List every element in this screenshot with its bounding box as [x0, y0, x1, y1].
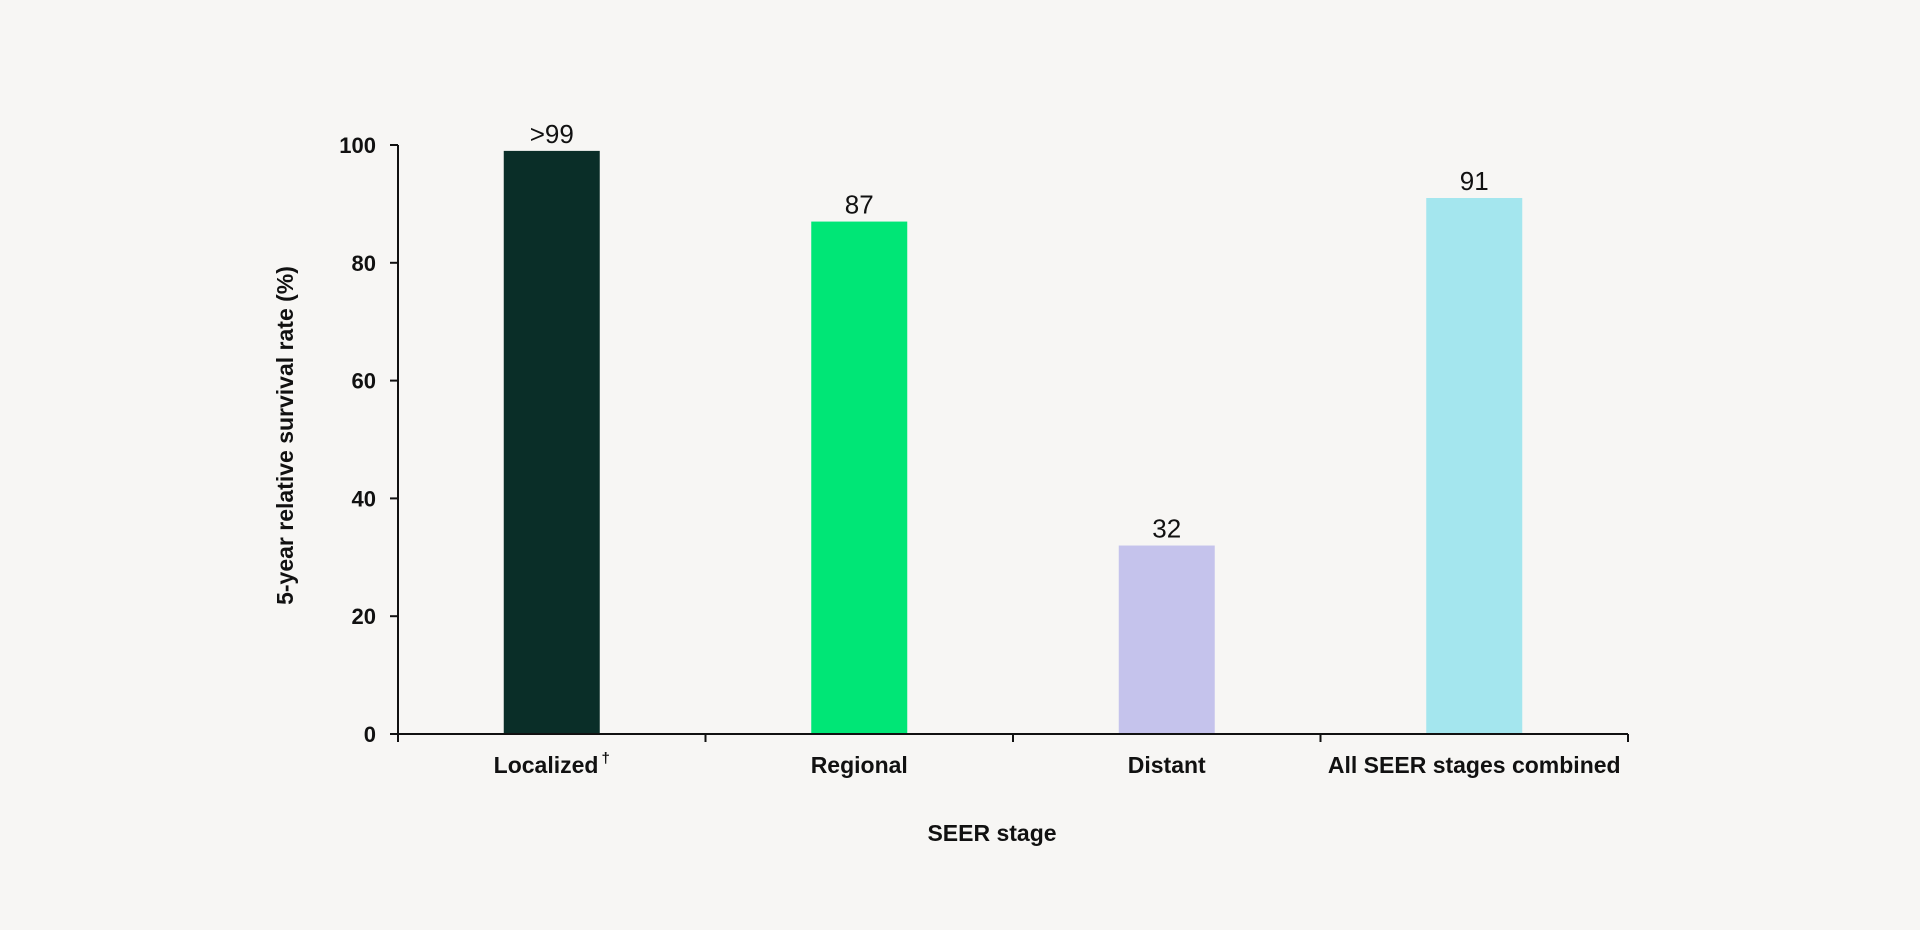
- x-tick-label: All SEER stages combined: [1328, 752, 1621, 778]
- y-tick-label: 60: [352, 369, 376, 394]
- x-tick-label: Localized †: [494, 750, 610, 778]
- data-label: 87: [845, 190, 874, 220]
- data-label: >99: [530, 119, 574, 149]
- x-axis-title: SEER stage: [927, 820, 1056, 846]
- x-tick-label: Distant: [1128, 752, 1206, 778]
- y-tick-label: 0: [364, 722, 376, 747]
- bars-layer: [503, 150, 1523, 734]
- bar: [1426, 198, 1523, 734]
- labels-layer: 0 20 40 60 80 100 >99 Localized † 87 Regional 32 Dis…: [339, 119, 1620, 778]
- bar: [1118, 545, 1215, 734]
- y-axis-title: 5-year relative survival rate (%): [272, 266, 298, 605]
- bar: [811, 221, 908, 734]
- x-tick-label: Regional: [811, 752, 908, 778]
- footnote-marker: †: [601, 750, 609, 767]
- ticks-layer: [390, 144, 1629, 742]
- y-tick-label: 40: [352, 486, 376, 511]
- y-tick-label: 100: [339, 133, 376, 158]
- y-tick-label: 20: [352, 604, 376, 629]
- data-label: 91: [1460, 166, 1489, 196]
- bar: [503, 150, 600, 734]
- data-label: 32: [1152, 514, 1181, 544]
- y-tick-label: 80: [352, 251, 376, 276]
